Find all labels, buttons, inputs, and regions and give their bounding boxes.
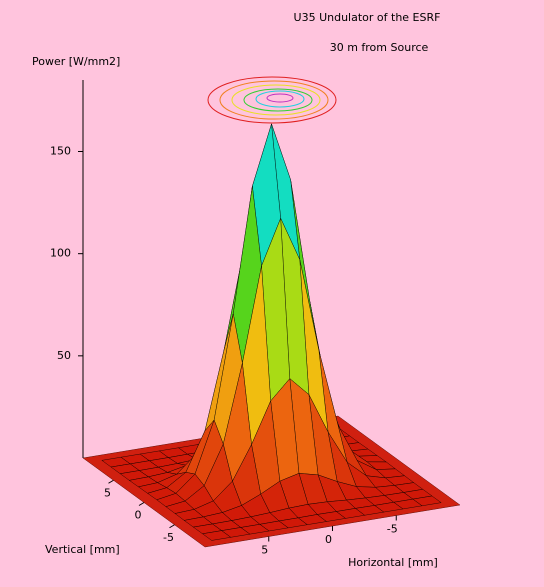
surface-cell [201, 530, 232, 541]
z-axis-label: Power [W/mm2] [32, 55, 120, 68]
y-tick [138, 502, 145, 506]
contour-projection [207, 76, 337, 124]
z-tick-label: 150 [50, 145, 71, 158]
z-tick-label: 50 [57, 349, 71, 362]
contour [231, 84, 321, 116]
y-tick-label: -5 [163, 531, 174, 544]
chart-title: U35 Undulator of the ESRF [294, 11, 441, 24]
contour [219, 80, 329, 120]
y-tick [169, 524, 175, 529]
chart-subtitle: 30 m from Source [330, 41, 429, 54]
x-tick-label: 0 [325, 533, 332, 546]
x-tick-label: -5 [387, 523, 398, 536]
y-tick-label: 5 [104, 486, 111, 499]
contour [243, 88, 313, 112]
y-axis-label: Vertical [mm] [45, 543, 120, 556]
y-tick-label: 0 [135, 509, 142, 522]
x-axis-label: Horizontal [mm] [348, 556, 438, 569]
contour [266, 93, 294, 103]
z-tick-label: 100 [50, 247, 71, 260]
contour [255, 90, 305, 108]
y-tick [108, 479, 114, 484]
x-tick-label: 5 [261, 544, 268, 557]
contour [207, 76, 337, 124]
